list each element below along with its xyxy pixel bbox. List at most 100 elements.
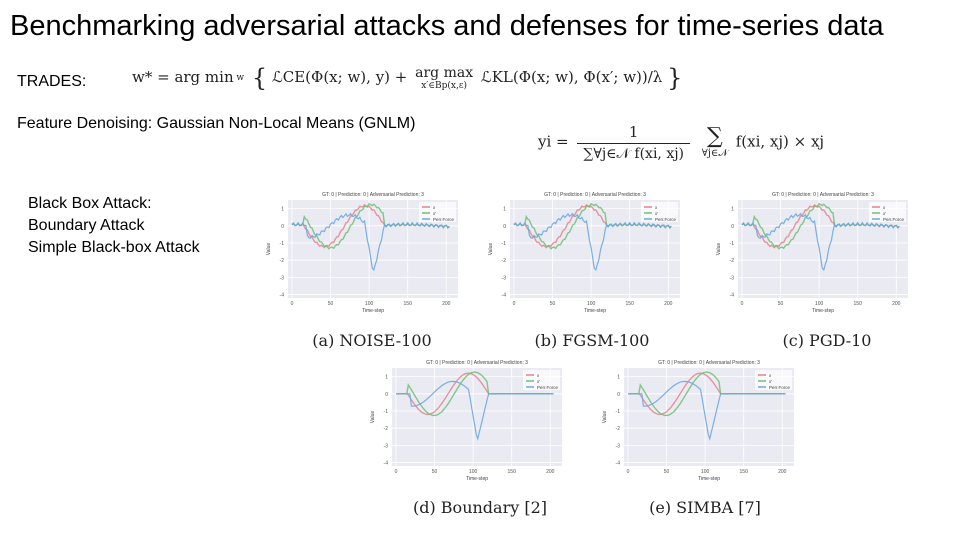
gnlm-sum-sub: ∀j∈𝒩 — [701, 148, 728, 159]
y-tick-label: -2 — [502, 258, 507, 264]
x-tick-label: 100 — [815, 301, 824, 307]
plot-fgsm: 1 0 -1 -2 -3 -4 0 50 100 150 200 GT: 0 | Prediction… — [484, 186, 684, 316]
y-tick-label: -1 — [384, 409, 389, 415]
caption-boundary: (d) Boundary [2] — [412, 498, 548, 517]
x-tick-label: 0 — [513, 301, 516, 307]
x-tick-label: 150 — [854, 301, 863, 307]
y-axis-label: Value — [488, 243, 494, 256]
series-perturbation-line — [396, 380, 554, 441]
plot-noise: 1 0 -1 -2 -3 -4 0 50 100 150 200 GT: 0 | Prediction… — [262, 186, 462, 316]
caption-simba: (e) SIMBA [7] — [649, 498, 761, 517]
legend-label: Perr.Force — [769, 385, 791, 390]
x-tick-label: 0 — [395, 469, 398, 475]
trades-brace-close: } — [667, 64, 683, 92]
x-tick-label: 100 — [587, 301, 596, 307]
y-axis-label: Value — [716, 243, 722, 256]
plot-header: GT: 0 | Prediction: 0 | Adversarial Pred… — [658, 360, 760, 366]
x-tick-label: 200 — [442, 301, 451, 307]
y-tick-label: -3 — [730, 275, 735, 281]
y-tick-label: -1 — [616, 409, 621, 415]
plot-simba: 1 0 -1 -2 -3 -4 0 50 100 150 200 GT: 0 | Prediction… — [598, 354, 798, 484]
trades-term2: ℒKL(Φ(x; w), Φ(x′; w))/λ — [480, 68, 663, 86]
y-axis-label: Value — [602, 411, 608, 424]
y-tick-label: 1 — [617, 375, 620, 381]
y-tick-label: 1 — [731, 207, 734, 213]
y-tick-label: -1 — [280, 241, 285, 247]
legend-label: x' — [883, 211, 886, 216]
black-box-list: Black Box Attack: Boundary Attack Simple… — [28, 193, 200, 259]
trades-argmin-sub: w — [236, 73, 245, 83]
plot-header: GT: 0 | Prediction: 0 | Adversarial Pred… — [322, 192, 424, 198]
plot-svg: 1 0 -1 -2 -3 -4 0 50 100 150 200 GT: 0 | Prediction… — [716, 192, 908, 314]
y-tick-label: 1 — [281, 207, 284, 213]
legend-label: x — [769, 373, 772, 378]
x-tick-label: 150 — [508, 469, 517, 475]
trades-brace-open: { — [251, 64, 268, 92]
series-perturbation-line — [628, 380, 786, 441]
x-tick-label: 0 — [291, 301, 294, 307]
gnlm-label: Feature Denoising: Gaussian Non-Local Me… — [17, 115, 416, 132]
legend-label: x' — [433, 211, 436, 216]
y-tick-label: 0 — [503, 224, 506, 230]
x-tick-label: 150 — [740, 469, 749, 475]
trades-label: TRADES: — [17, 73, 87, 90]
legend-label: x — [883, 205, 886, 210]
gnlm-denominator: ∑∀j∈𝒩 f(xi, xj) — [577, 143, 691, 162]
x-axis-label: Time-step — [584, 308, 606, 314]
y-tick-label: 0 — [617, 392, 620, 398]
caption-fgsm: (b) FGSM-100 — [534, 331, 650, 350]
x-tick-label: 150 — [626, 301, 635, 307]
y-tick-label: 0 — [281, 224, 284, 230]
plot-header: GT: 0 | Prediction: 0 | Adversarial Pred… — [544, 192, 646, 198]
x-axis-label: Time-step — [362, 308, 384, 314]
y-tick-label: -4 — [384, 461, 389, 467]
x-axis-label: Time-step — [466, 476, 488, 482]
y-tick-label: -3 — [280, 275, 285, 281]
trades-argmax: arg max — [415, 65, 474, 81]
y-tick-label: -4 — [280, 293, 285, 299]
y-tick-label: 0 — [731, 224, 734, 230]
plot-header: GT: 0 | Prediction: 0 | Adversarial Pred… — [426, 360, 528, 366]
plot-pgd: 1 0 -1 -2 -3 -4 0 50 100 150 200 GT: 0 | Prediction… — [712, 186, 912, 316]
x-tick-label: 200 — [546, 469, 555, 475]
gnlm-sum-symbol: ∑ — [707, 124, 723, 149]
legend-label: x' — [537, 379, 540, 384]
plot-header: GT: 0 | Prediction: 0 | Adversarial Pred… — [772, 192, 874, 198]
x-axis-label: Time-step — [812, 308, 834, 314]
x-tick-label: 100 — [469, 469, 478, 475]
x-tick-label: 200 — [778, 469, 787, 475]
y-tick-label: -1 — [730, 241, 735, 247]
plot-svg: 1 0 -1 -2 -3 -4 0 50 100 150 200 GT: 0 | Prediction… — [488, 192, 680, 314]
legend-label: Perr.Force — [655, 217, 677, 222]
x-tick-label: 50 — [664, 469, 670, 475]
y-tick-label: 0 — [385, 392, 388, 398]
x-tick-label: 150 — [404, 301, 413, 307]
y-tick-label: -2 — [280, 258, 285, 264]
legend-label: x — [433, 205, 436, 210]
gnlm-lhs: yi = — [538, 132, 569, 151]
plot-svg: 1 0 -1 -2 -3 -4 0 50 100 150 200 GT: 0 | Prediction… — [602, 360, 794, 482]
gnlm-formula: yi = 1 ∑∀j∈𝒩 f(xi, xj) ∑ ∀j∈𝒩 f(xi, xj) … — [538, 123, 824, 162]
y-tick-label: -4 — [502, 293, 507, 299]
x-tick-label: 50 — [328, 301, 334, 307]
x-tick-label: 0 — [627, 469, 630, 475]
x-tick-label: 0 — [741, 301, 744, 307]
y-tick-label: -2 — [730, 258, 735, 264]
slide-title: Benchmarking adversarial attacks and def… — [10, 10, 884, 42]
series-perturbation-line — [741, 212, 900, 272]
y-tick-label: -4 — [730, 293, 735, 299]
y-axis-label: Value — [370, 411, 376, 424]
legend-label: x — [537, 373, 540, 378]
series-perturbation-line — [513, 212, 672, 272]
legend-label: x' — [769, 379, 772, 384]
x-axis-label: Time-step — [698, 476, 720, 482]
y-tick-label: -3 — [384, 443, 389, 449]
y-tick-label: -2 — [616, 426, 621, 432]
legend-label: Perr.Force — [537, 385, 559, 390]
x-tick-label: 50 — [550, 301, 556, 307]
y-tick-label: -3 — [502, 275, 507, 281]
plot-boundary: 1 0 -1 -2 -3 -4 0 50 100 150 200 GT: 0 | Prediction… — [366, 354, 566, 484]
trades-argmax-sub: x′∈Bp(x,ε) — [421, 81, 468, 91]
black-box-line: Boundary Attack — [28, 217, 145, 234]
trades-formula: w* = arg min w { ℒCE(Φ(x; w), y) + arg m… — [132, 64, 682, 92]
